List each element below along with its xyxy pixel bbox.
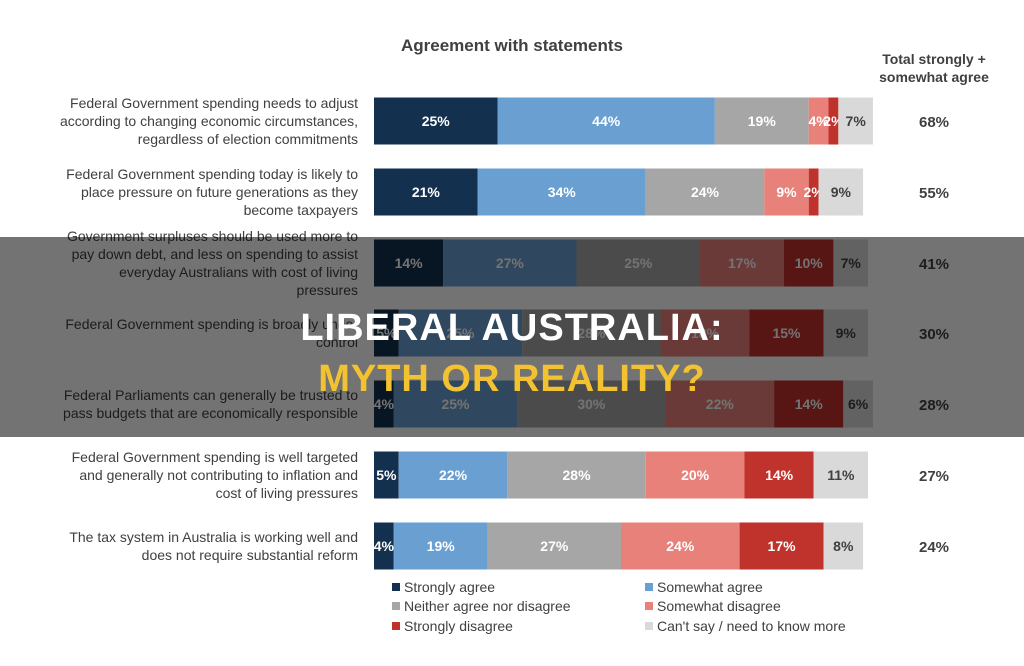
statement-label: pass budgets that are economically respo… xyxy=(63,405,358,421)
bar-segment xyxy=(374,522,394,570)
statement-label: Government surpluses should be used more… xyxy=(67,228,358,244)
bar-segment xyxy=(764,168,809,216)
bar-segment xyxy=(739,522,824,570)
legend-label: Can't say / need to know more xyxy=(657,618,846,634)
bar-value-label: 44% xyxy=(592,113,621,129)
chart-title: Agreement with statements xyxy=(401,36,623,55)
bar-value-label: 27% xyxy=(540,538,569,554)
statement-label: place pressure on future generations as … xyxy=(81,184,358,200)
legend-item: Strongly agree xyxy=(392,579,495,595)
statement-label: according to changing economic circumsta… xyxy=(60,113,358,129)
bar-segment xyxy=(838,97,873,145)
bar-segment xyxy=(818,168,864,216)
statement-label: Federal Government spending today is lik… xyxy=(66,166,358,182)
banner-title-line1: LIBERAL AUSTRALIA: xyxy=(300,307,724,349)
legend-item: Strongly disagree xyxy=(392,618,513,634)
statement-label: regardless of election commitments xyxy=(138,131,358,147)
bar-value-label: 11% xyxy=(827,467,855,483)
bar-value-label: 14% xyxy=(765,467,794,483)
bar-value-label: 24% xyxy=(666,538,695,554)
banner-title-line2: MYTH OR REALITY? xyxy=(318,358,706,400)
statement-label: Federal Government spending needs to adj… xyxy=(70,95,358,111)
legend-label: Somewhat agree xyxy=(657,579,763,595)
legend-item: Somewhat disagree xyxy=(645,598,781,614)
bar-segment xyxy=(645,451,745,499)
bar-value-label: 10% xyxy=(795,255,824,271)
statement-label: The tax system in Australia is working w… xyxy=(69,529,358,545)
bar-value-label: 7% xyxy=(846,113,867,129)
bar-segment xyxy=(477,168,646,216)
bar-value-label: 25% xyxy=(422,113,451,129)
legend: Strongly agree Somewhat agree Neither agre… xyxy=(392,579,846,634)
legend-label: Strongly disagree xyxy=(404,618,513,634)
legend-swatch xyxy=(645,583,653,591)
bar-value-label: 17% xyxy=(768,538,797,554)
bar-value-label: 20% xyxy=(681,467,710,483)
bar-value-label: 19% xyxy=(427,538,456,554)
bar-value-label: 28% xyxy=(563,467,592,483)
legend-label: Strongly agree xyxy=(404,579,495,595)
bar-value-label: 9% xyxy=(831,184,852,200)
bar-value-label: 4% xyxy=(808,113,829,129)
legend-swatch xyxy=(392,602,400,610)
statement-label: and generally not contributing to inflat… xyxy=(79,467,358,483)
bar-segment xyxy=(398,451,508,499)
bar-value-label: 8% xyxy=(833,538,854,554)
bar-segment xyxy=(645,168,765,216)
legend-label: Neither agree nor disagree xyxy=(404,598,571,614)
bar-segment xyxy=(621,522,740,570)
legend-item: Can't say / need to know more xyxy=(645,618,846,634)
bar-segment xyxy=(393,522,488,570)
total-header-line: somewhat agree xyxy=(879,69,989,85)
legend-swatch xyxy=(645,602,653,610)
legend-swatch xyxy=(392,583,400,591)
statement-label: pay down debt, and less on spending to a… xyxy=(72,246,359,262)
bar-value-label: 19% xyxy=(748,113,777,129)
statement-label: cost of living pressures xyxy=(216,485,358,501)
statement-label: become taxpayers xyxy=(244,202,358,218)
bar-segment xyxy=(828,97,839,145)
bar-value-label: 22% xyxy=(439,467,468,483)
total-value: 68% xyxy=(919,114,949,131)
bar-segment xyxy=(374,97,498,145)
bar-value-label: 34% xyxy=(548,184,577,200)
bar-value-label: 7% xyxy=(841,255,862,271)
bar-value-label: 5% xyxy=(376,467,397,483)
bar-segment xyxy=(507,451,646,499)
bar-segment xyxy=(823,522,864,570)
bar-value-label: 17% xyxy=(728,255,757,271)
bar-segment xyxy=(808,168,819,216)
legend-item: Neither agree nor disagree xyxy=(392,598,571,614)
statement-label: everyday Australians with cost of living xyxy=(119,264,358,280)
bar-segment xyxy=(808,97,829,145)
bar-segment xyxy=(813,451,868,499)
total-value: 41% xyxy=(919,256,949,273)
legend-swatch xyxy=(392,622,400,630)
total-value: 24% xyxy=(919,539,949,556)
legend-item: Somewhat agree xyxy=(645,579,763,595)
bar-value-label: 24% xyxy=(691,184,720,200)
statement-label: does not require substantial reform xyxy=(142,547,358,563)
bar-segment xyxy=(374,451,399,499)
bar-segment xyxy=(487,522,621,570)
total-header: Total strongly + somewhat agree xyxy=(879,51,989,85)
bar-value-label: 14% xyxy=(395,255,424,271)
bar-segment xyxy=(744,451,814,499)
bar-segment xyxy=(497,97,715,145)
bar-value-label: 4% xyxy=(374,538,395,554)
total-value: 27% xyxy=(919,468,949,485)
bar-value-label: 9% xyxy=(776,184,797,200)
statement-label: Federal Government spending is well targ… xyxy=(72,449,358,465)
bar-value-label: 21% xyxy=(412,184,441,200)
total-header-line: Total strongly + xyxy=(882,51,986,67)
bar-value-label: 27% xyxy=(496,255,525,271)
legend-swatch xyxy=(645,622,653,630)
legend-label: Somewhat disagree xyxy=(657,598,781,614)
bar-value-label: 25% xyxy=(624,255,653,271)
total-value: 55% xyxy=(919,185,949,202)
bar-segment xyxy=(714,97,809,145)
statement-label: pressures xyxy=(297,282,358,298)
bar-segment xyxy=(374,168,478,216)
